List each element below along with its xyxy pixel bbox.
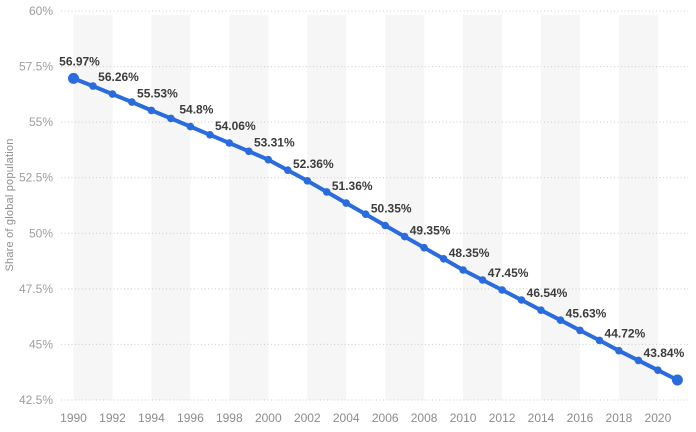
data-point[interactable] — [361, 210, 370, 218]
data-point[interactable] — [420, 243, 428, 252]
data-point[interactable] — [537, 306, 545, 315]
data-label: 53.31% — [254, 136, 295, 150]
data-label: 50.35% — [371, 202, 412, 216]
x-tick-label: 2010 — [450, 411, 477, 425]
x-tick-label: 2008 — [411, 411, 438, 425]
data-point[interactable] — [68, 72, 79, 84]
data-point[interactable] — [108, 90, 117, 98]
data-label: 47.45% — [488, 266, 529, 280]
x-tick-label: 1998 — [216, 411, 243, 425]
data-point[interactable] — [225, 139, 234, 147]
data-point[interactable] — [264, 155, 273, 164]
x-tick-label: 2000 — [255, 411, 282, 425]
y-tick-label: 57.5% — [19, 60, 53, 74]
data-label: 52.36% — [293, 157, 334, 171]
data-label: 49.35% — [410, 224, 451, 238]
x-axis-labels: 1990 1992 1994 1996 1998 2000 2002 2004 2006 2008… — [60, 411, 671, 425]
data-point[interactable] — [303, 177, 312, 185]
y-tick-label: 55% — [29, 115, 53, 129]
data-point[interactable] — [459, 266, 467, 274]
data-point[interactable] — [615, 346, 623, 355]
y-tick-label: 47.5% — [19, 282, 53, 296]
x-tick-label: 1990 — [60, 411, 87, 425]
data-label: 54.06% — [215, 119, 256, 133]
plot-band — [541, 15, 580, 400]
y-tick-label: 52.5% — [19, 171, 53, 185]
data-point[interactable] — [556, 316, 565, 325]
plot-bands — [73, 15, 658, 400]
x-tick-label: 1996 — [177, 411, 204, 425]
x-tick-label: 2006 — [372, 411, 399, 425]
y-axis-labels: 60% 57.5% 55% 52.5% 50% 47.5% 45% 42.5% — [19, 4, 53, 407]
data-labels: 56.97% 56.26% 55.53%54.8%54.06% 53.31% 52.36… — [59, 54, 684, 360]
plot-band — [618, 15, 658, 400]
x-tick-label: 2020 — [645, 411, 672, 425]
data-point[interactable] — [128, 98, 136, 106]
plot-band — [385, 15, 425, 400]
x-tick-label: 2004 — [333, 411, 360, 425]
y-tick-label: 50% — [29, 226, 53, 240]
x-tick-label: 2016 — [567, 411, 594, 425]
data-point[interactable] — [284, 166, 292, 174]
data-point[interactable] — [576, 326, 584, 335]
x-tick-label: 2012 — [489, 411, 516, 425]
x-tick-label: 2018 — [606, 411, 633, 425]
data-point[interactable] — [498, 286, 506, 294]
data-point[interactable] — [439, 254, 448, 263]
data-point[interactable] — [671, 374, 683, 386]
data-point[interactable] — [322, 188, 331, 196]
data-point[interactable] — [186, 122, 195, 131]
x-tick-label: 1992 — [99, 411, 126, 425]
plot-band — [151, 15, 191, 400]
x-tick-label: 1994 — [138, 411, 165, 425]
data-point[interactable] — [654, 366, 662, 375]
data-point[interactable] — [478, 276, 487, 284]
data-label: 44.72% — [605, 327, 646, 341]
data-points — [68, 72, 683, 386]
y-tick-label: 60% — [29, 4, 53, 18]
data-point[interactable] — [342, 199, 351, 207]
data-point[interactable] — [89, 82, 97, 90]
data-label: 55.53% — [137, 86, 178, 100]
data-point[interactable] — [167, 114, 175, 123]
data-point[interactable] — [245, 147, 253, 156]
data-label: 56.26% — [98, 70, 139, 84]
data-point[interactable] — [634, 356, 643, 365]
x-tick-label: 2002 — [294, 411, 321, 425]
plot-band — [229, 15, 269, 400]
data-label: 43.84% — [644, 346, 685, 360]
data-label: 48.35% — [449, 246, 490, 260]
data-label: 56.97% — [59, 54, 100, 68]
data-label: 54.8% — [179, 103, 213, 117]
data-label: 46.54% — [527, 286, 568, 300]
plot-band — [307, 15, 347, 400]
data-point[interactable] — [517, 296, 526, 304]
x-tick-label: 2014 — [528, 411, 555, 425]
data-point[interactable] — [381, 221, 390, 230]
y-tick-label: 42.5% — [19, 393, 53, 407]
data-point[interactable] — [147, 106, 156, 115]
plot-band — [463, 15, 503, 400]
data-point[interactable] — [206, 131, 214, 139]
data-label: 51.36% — [332, 179, 373, 193]
data-point[interactable] — [595, 336, 604, 345]
data-point[interactable] — [400, 232, 409, 241]
y-tick-label: 45% — [29, 337, 53, 351]
y-axis-title: Share of global population — [4, 138, 16, 272]
data-label: 45.63% — [566, 306, 607, 320]
gridlines — [61, 10, 688, 401]
